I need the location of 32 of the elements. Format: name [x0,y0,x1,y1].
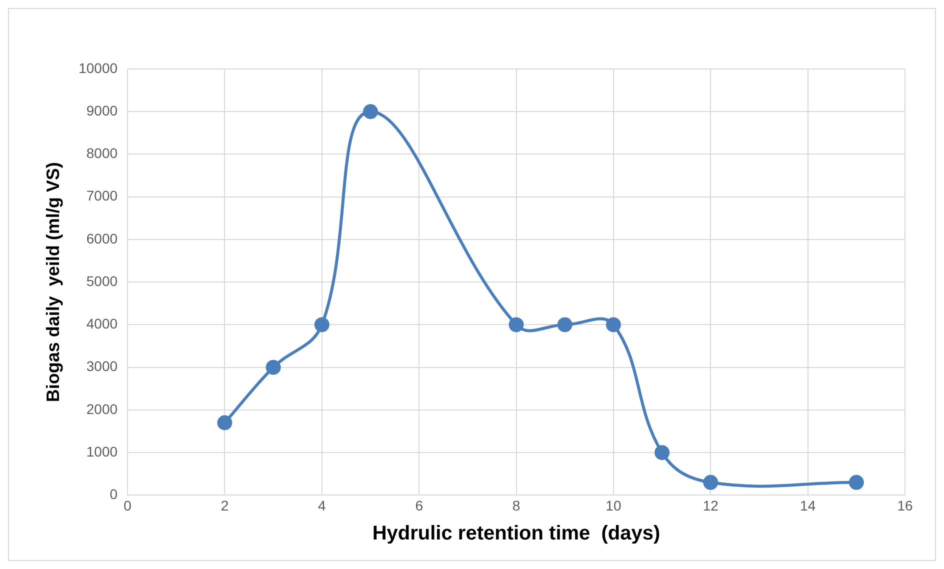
y-tick-label: 0 [110,486,118,502]
y-tick-label: 8000 [86,145,118,162]
point [606,317,621,332]
point [654,445,670,460]
y-tick-label: 6000 [86,230,118,246]
point [314,317,330,332]
y-tick-label: 9000 [86,102,118,118]
point [217,415,232,430]
x-tick-label: 8 [512,497,520,514]
x-tick-label: 6 [415,497,424,514]
point [266,360,281,375]
x-tick-label: 12 [702,497,719,514]
y-axis-title: Biogas daily yeild (ml/g VS) [42,162,63,402]
y-tick-label: 1000 [86,443,118,460]
x-tick-label: 14 [800,497,816,514]
y-tick-label: 3000 [86,358,118,374]
point [848,474,864,490]
x-tick-label: 0 [124,497,132,514]
point [362,104,378,120]
x-tick-label: 2 [220,497,229,514]
point [557,317,572,332]
point [703,474,718,490]
x-tick-label: 10 [606,497,622,514]
y-tick-label: 7000 [86,188,118,204]
y-tick-label: 2000 [86,400,118,417]
y-tick-label: 4000 [86,316,118,332]
x-tick-label: 16 [897,497,913,514]
x-tick-label: 4 [318,497,326,514]
x-axis-title: Hydrulic retention time (days) [372,522,660,545]
y-tick-label: 5000 [86,272,118,289]
y-tick-label: 10000 [78,60,118,76]
point [508,317,524,332]
